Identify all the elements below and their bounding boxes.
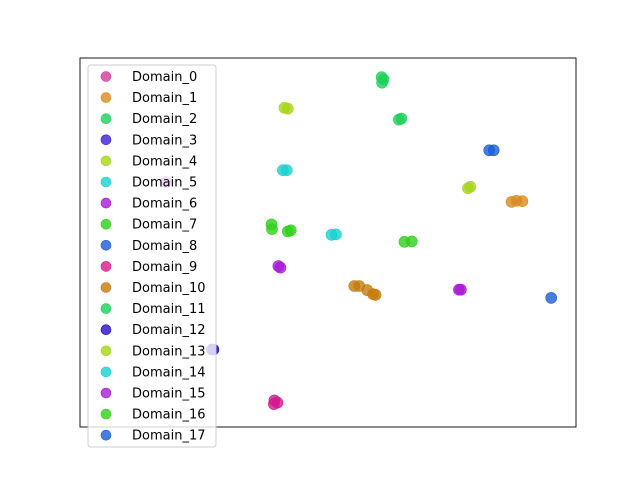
legend-marker	[100, 134, 112, 146]
data-point	[455, 283, 467, 296]
data-point	[462, 182, 474, 195]
legend-label: Domain_0	[132, 70, 197, 85]
legend-marker	[100, 303, 112, 314]
legend-marker	[100, 71, 112, 82]
legend-label: Domain_11	[132, 302, 206, 317]
legend-label: Domain_1	[132, 91, 197, 106]
legend-label: Domain_7	[132, 218, 197, 233]
legend-label: Domain_9	[132, 260, 197, 275]
legend-box	[87, 64, 217, 448]
data-point	[325, 229, 338, 241]
legend-label: Domain_12	[132, 323, 206, 338]
data-point	[266, 223, 278, 235]
legend-label: Domain_16	[132, 408, 206, 423]
legend-label: Domain_2	[132, 112, 197, 127]
data-point	[271, 396, 284, 409]
legend-marker	[100, 408, 112, 420]
legend-marker	[100, 240, 112, 251]
legend-marker	[100, 197, 112, 209]
data-point	[395, 112, 408, 125]
legend-marker	[100, 324, 112, 336]
axes-frame	[79, 57, 577, 428]
legend-marker	[100, 429, 112, 441]
data-point	[369, 289, 382, 301]
legend-marker	[100, 345, 112, 357]
legend-marker	[100, 387, 112, 399]
data-point	[483, 144, 496, 157]
legend-marker	[100, 176, 112, 188]
data-point	[405, 235, 418, 248]
legend-marker	[100, 218, 112, 230]
legend-label: Domain_14	[132, 365, 206, 380]
legend-marker	[100, 261, 112, 272]
legend-marker	[100, 366, 112, 378]
legend-marker	[100, 113, 112, 124]
legend-marker	[100, 92, 112, 103]
legend-label: Domain_5	[132, 176, 197, 191]
data-point	[280, 164, 293, 176]
data-point	[284, 224, 297, 237]
data-point	[272, 260, 285, 272]
data-point	[516, 195, 529, 207]
legend-label: Domain_4	[132, 154, 197, 169]
legend-label: Domain_10	[132, 281, 206, 296]
legend-marker	[100, 282, 112, 293]
legend-label: Domain_3	[132, 133, 197, 148]
data-point	[375, 71, 388, 83]
legend-label: Domain_17	[132, 429, 206, 444]
legend-label: Domain_8	[132, 239, 197, 254]
legend-label: Domain_6	[132, 197, 197, 212]
legend-marker	[100, 155, 112, 167]
data-point	[281, 102, 294, 115]
data-point	[545, 292, 558, 304]
legend-label: Domain_13	[132, 344, 206, 359]
legend: Domain_0 Domain_1 Domain_2 Domain_3 Domain_4…	[87, 64, 217, 448]
legend-label: Domain_15	[132, 387, 206, 402]
